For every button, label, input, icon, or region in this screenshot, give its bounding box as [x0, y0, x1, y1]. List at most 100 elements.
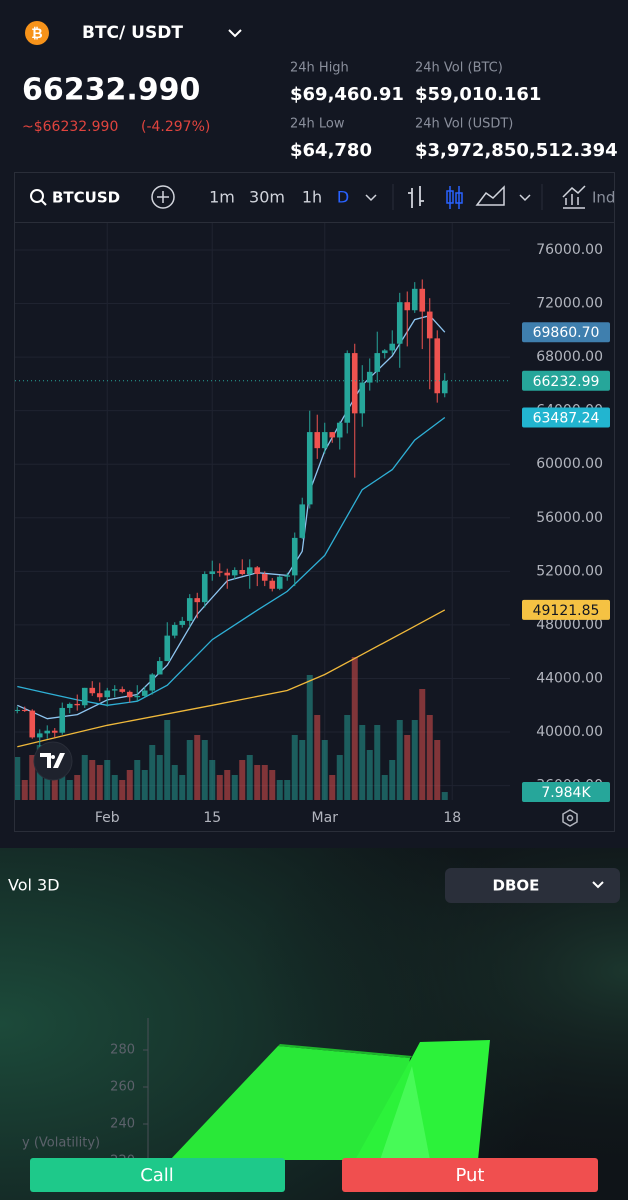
pair-chevron[interactable]: [228, 29, 242, 38]
price-badge-label: 49121.85: [533, 603, 600, 619]
volume-bar: [434, 740, 441, 800]
indicators-label[interactable]: Indicators: [592, 189, 628, 207]
stat-value: $3,972,850,512.394: [415, 140, 618, 161]
volume-bar: [164, 720, 171, 800]
volume-bar: [111, 775, 118, 800]
price-badge: [522, 407, 610, 428]
settings-icon-center: [566, 814, 574, 822]
candle-body: [59, 707, 66, 733]
candle-body: [426, 311, 433, 339]
volume-bar: [426, 715, 433, 800]
coin-symbol: ₿: [31, 26, 42, 42]
y-tick-label: 44000.00: [536, 670, 603, 686]
candle-body: [209, 571, 216, 575]
volume-bar: [396, 720, 403, 800]
x-tick-label: 15: [203, 810, 221, 826]
interval[interactable]: 1h: [302, 188, 322, 207]
stat-label: 24h Vol (BTC): [415, 61, 503, 76]
candle-body: [224, 572, 231, 576]
price-badge: [522, 599, 610, 620]
volume-bar: [96, 765, 103, 800]
put-button[interactable]: [342, 1158, 598, 1192]
price-badge-label: 66232.99: [533, 374, 600, 390]
candle-body: [201, 574, 208, 603]
interval-chevron[interactable]: [365, 194, 377, 202]
volume-bar: [359, 725, 366, 800]
volume-bar: [321, 740, 328, 800]
candle-body: [81, 687, 88, 706]
volume-bar: [344, 715, 351, 800]
search-icon-handle: [40, 199, 47, 206]
volume-bar: [74, 775, 81, 800]
candle-body: [329, 432, 336, 438]
candle-body: [44, 730, 51, 734]
candle-body: [291, 537, 298, 576]
call-button[interactable]: [30, 1158, 285, 1192]
volume-bar: [224, 770, 231, 800]
candle-body: [284, 575, 291, 577]
interval[interactable]: 1m: [209, 188, 235, 207]
volume-bar: [156, 755, 163, 800]
y-tick-label: 60000.00: [536, 456, 603, 472]
area-icon[interactable]: [475, 185, 505, 206]
volume-bar: [104, 760, 111, 800]
volume-bar: [186, 740, 193, 800]
bars-icon[interactable]: [408, 186, 424, 208]
x-tick-label: Mar: [312, 810, 339, 826]
candle-body: [396, 302, 403, 344]
candle-body: [29, 710, 36, 738]
symbol[interactable]: BTCUSD: [52, 189, 120, 207]
candles-icon-wick: [449, 186, 460, 209]
volume-bar: [171, 765, 178, 800]
chart-type-chevron[interactable]: [519, 194, 531, 202]
tv-logo-dot: [51, 755, 55, 759]
volume-bar: [201, 740, 208, 800]
interval[interactable]: D: [337, 188, 349, 207]
volume-bar: [51, 775, 58, 800]
surface-patch: [355, 1040, 490, 1160]
candle-body: [21, 709, 28, 711]
settings-icon[interactable]: [562, 809, 578, 827]
price-change-pct: (-4.297%): [141, 119, 210, 135]
volume-bar: [381, 775, 388, 800]
candle-body: [299, 504, 306, 538]
candles-icon[interactable]: [446, 190, 454, 204]
source-dropdown[interactable]: [445, 868, 620, 903]
interval[interactable]: 30m: [249, 188, 285, 207]
volume-bar: [269, 770, 276, 800]
add-symbol[interactable]: [151, 185, 175, 209]
candle-body: [156, 661, 163, 675]
stat-label: 24h Low: [290, 117, 345, 132]
pair-name[interactable]: BTC/ USDT: [82, 23, 183, 43]
y-tick-label: 48000.00: [536, 617, 603, 633]
volume-bar: [329, 775, 336, 800]
search-icon[interactable]: [30, 189, 44, 203]
candle-body: [441, 380, 448, 394]
volume-bar: [419, 689, 426, 800]
volume-bar: [411, 720, 418, 800]
indicators-icon[interactable]: [562, 185, 586, 209]
volume-bar: [374, 725, 381, 800]
volume-bar: [216, 775, 223, 800]
candle-body: [389, 343, 396, 351]
candle-body: [404, 302, 411, 311]
coin-icon: [25, 21, 49, 45]
volume-bar: [254, 765, 261, 800]
volume-bar: [59, 760, 66, 800]
candle-body: [419, 288, 426, 312]
last-price: 66232.990: [22, 73, 200, 108]
candle-body: [119, 689, 126, 692]
volume-bar: [246, 755, 253, 800]
price-chart: [15, 223, 510, 800]
candle-body: [141, 690, 148, 696]
tv-logo: [33, 741, 73, 781]
volume-bar: [291, 735, 298, 800]
candle-body: [186, 598, 193, 621]
stat-value: $69,460.91: [290, 84, 404, 105]
candle-body: [134, 695, 141, 698]
volume-bar: [336, 755, 343, 800]
volume-bar: [141, 770, 148, 800]
put-label: Put: [455, 1165, 484, 1186]
surface-highlight: [380, 1066, 430, 1160]
surface-tick-label: 280: [110, 1043, 135, 1058]
